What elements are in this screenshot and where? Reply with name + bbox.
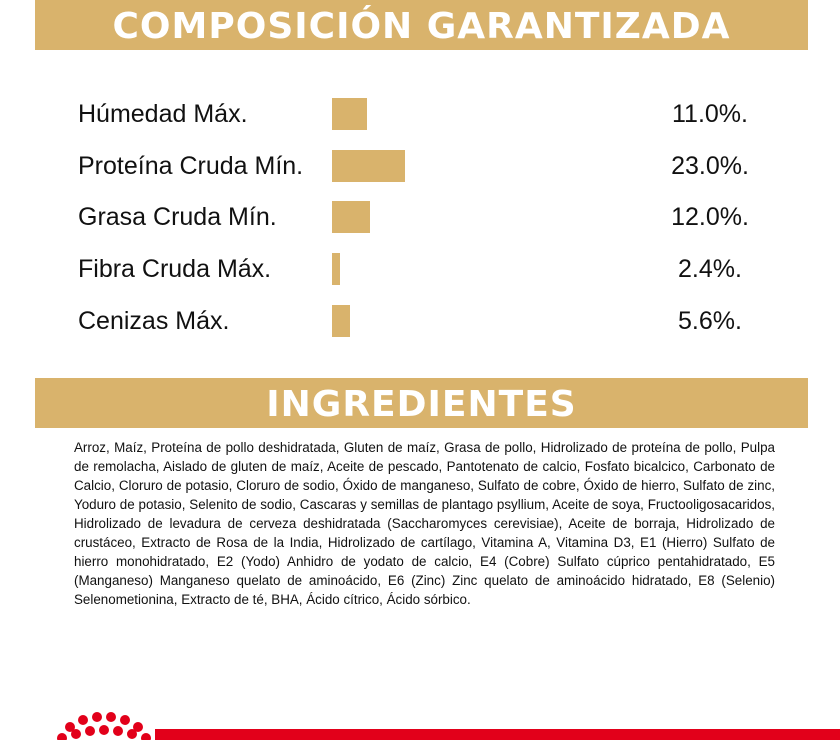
section-header: INGREDIENTES [35, 378, 808, 428]
nutrient-value: 2.4%. [678, 255, 742, 284]
nutrient-name: Fibra Cruda Máx. [78, 255, 272, 284]
composition-row: Fibra Cruda Máx. 2.4%. [0, 243, 840, 295]
composition-row: Grasa Cruda Mín. 12.0%. [0, 191, 840, 243]
nutrient-bar [332, 98, 367, 130]
composition-row: Cenizas Máx. 5.6%. [0, 295, 840, 347]
nutrient-bar [332, 253, 340, 286]
nutrient-name: Cenizas Máx. [78, 306, 230, 335]
nutrient-bar [332, 149, 405, 182]
nutrient-bar [332, 304, 350, 337]
nutrient-value: 11.0%. [672, 100, 748, 128]
nutrient-value: 23.0%. [671, 151, 749, 180]
ingredients-text: Arroz, Maíz, Proteína de pollo deshidrat… [74, 440, 775, 607]
section-header: COMPOSICIÓN GARANTIZADA [35, 0, 808, 50]
nutrient-value: 5.6%. [678, 306, 742, 335]
nutrient-bar [332, 201, 371, 234]
nutrient-name: Proteína Cruda Mín. [78, 151, 304, 180]
nutrient-name: Grasa Cruda Mín. [78, 203, 277, 232]
composition-row: Húmedad Máx. 11.0%. [0, 88, 840, 140]
nutrient-name: Húmedad Máx. [78, 100, 248, 128]
composition-row: Proteína Cruda Mín. 23.0%. [0, 140, 840, 192]
nutrient-value: 12.0%. [671, 203, 749, 232]
